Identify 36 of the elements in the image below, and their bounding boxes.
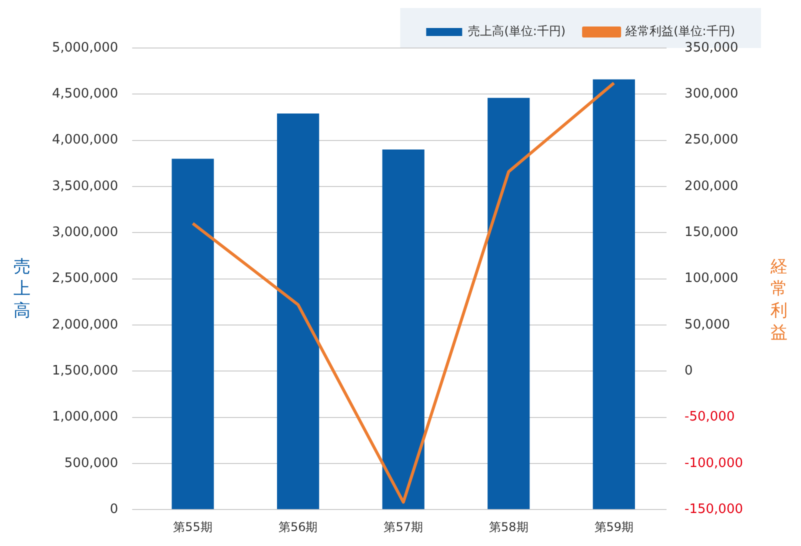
- x-tick-label: 第59期: [594, 520, 634, 534]
- y-tick-label: 5,000,000: [52, 40, 118, 56]
- y-tick-label: 2,000,000: [52, 317, 118, 332]
- y2-tick-label: 0: [684, 363, 693, 378]
- y2-axis-title: 経常利益: [770, 256, 788, 344]
- x-tick-label: 第57期: [384, 520, 423, 534]
- y-tick-label: 3,500,000: [52, 178, 118, 194]
- y2-tick-label: -100,000: [684, 456, 744, 471]
- bar: [277, 114, 320, 510]
- y2-tick-label: 150,000: [684, 225, 738, 240]
- y-tick-label: 500,000: [64, 456, 118, 471]
- y2-tick-label: 350,000: [684, 40, 738, 56]
- y2-tick-label: 300,000: [684, 86, 738, 102]
- legend-label: 経常利益(単位:千円): [624, 24, 735, 38]
- y2-tick-label: 250,000: [684, 132, 738, 148]
- y2-tick-label: -50,000: [684, 410, 735, 425]
- y-tick-label: 1,500,000: [52, 363, 118, 378]
- bar: [382, 150, 424, 510]
- bar: [172, 158, 214, 510]
- y-tick-label: 3,000,000: [52, 225, 118, 240]
- x-tick-label: 第55期: [173, 520, 212, 534]
- x-tick-label: 第56期: [278, 520, 318, 534]
- bar: [592, 79, 635, 510]
- y2-tick-label: -150,000: [684, 502, 744, 517]
- y-tick-label: 4,000,000: [52, 132, 118, 148]
- y-tick-label: 1,000,000: [52, 410, 118, 425]
- y2-tick-label: 200,000: [684, 178, 738, 194]
- y-axis-title: 売上高: [12, 256, 32, 322]
- x-tick-label: 第58期: [488, 520, 528, 534]
- y2-tick-label: 50,000: [684, 317, 730, 332]
- y-tick-label: 0: [110, 502, 118, 517]
- y-tick-label: 2,500,000: [52, 271, 118, 286]
- y-tick-label: 4,500,000: [52, 86, 118, 102]
- bar: [488, 98, 530, 510]
- legend-label: 売上高(単位:千円): [468, 24, 566, 38]
- y2-tick-label: 100,000: [684, 271, 738, 286]
